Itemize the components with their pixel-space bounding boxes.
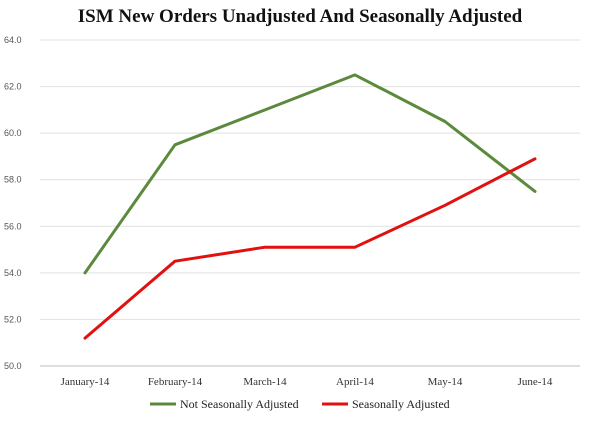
legend: Not Seasonally Adjusted Seasonally Adjust…	[150, 397, 450, 411]
x-axis-ticks: January-14 February-14 March-14 April-14 May…	[61, 376, 553, 388]
data-point	[534, 190, 537, 193]
x-tick-label: May-14	[428, 376, 463, 388]
chart-title: ISM New Orders Unadjusted And Seasonally…	[77, 6, 523, 27]
gridlines	[40, 39, 580, 367]
x-tick-label: June-14	[518, 376, 553, 388]
data-point	[174, 143, 177, 146]
data-point	[264, 246, 267, 249]
y-tick-label: 64.0	[4, 35, 22, 45]
x-tick-label: March-14	[243, 376, 287, 388]
y-tick-label: 58.0	[4, 175, 22, 185]
legend-label: Seasonally Adjusted	[352, 397, 450, 411]
y-tick-label: 54.0	[4, 268, 22, 278]
data-point	[174, 260, 177, 263]
data-point	[84, 271, 87, 274]
y-tick-label: 62.0	[4, 82, 22, 92]
data-point	[354, 73, 357, 76]
data-point	[84, 337, 87, 340]
series-line-not-seasonally-adjusted	[83, 73, 537, 275]
series-line-seasonally-adjusted	[83, 157, 537, 340]
x-tick-label: April-14	[336, 376, 374, 388]
legend-label: Not Seasonally Adjusted	[180, 397, 299, 411]
data-point	[264, 108, 267, 111]
series-lines	[83, 73, 537, 340]
data-point	[354, 246, 357, 249]
data-point	[444, 204, 447, 207]
y-tick-label: 52.0	[4, 314, 22, 324]
y-tick-label: 56.0	[4, 221, 22, 231]
y-tick-label: 60.0	[4, 128, 22, 138]
data-point	[444, 120, 447, 123]
data-point	[534, 157, 537, 160]
y-tick-label: 50.0	[4, 361, 22, 371]
y-axis-ticks: 50.0 52.0 54.0 56.0 58.0 60.0 62.0 64.0	[4, 35, 22, 371]
x-tick-label: January-14	[61, 376, 110, 388]
x-tick-label: February-14	[148, 376, 203, 388]
